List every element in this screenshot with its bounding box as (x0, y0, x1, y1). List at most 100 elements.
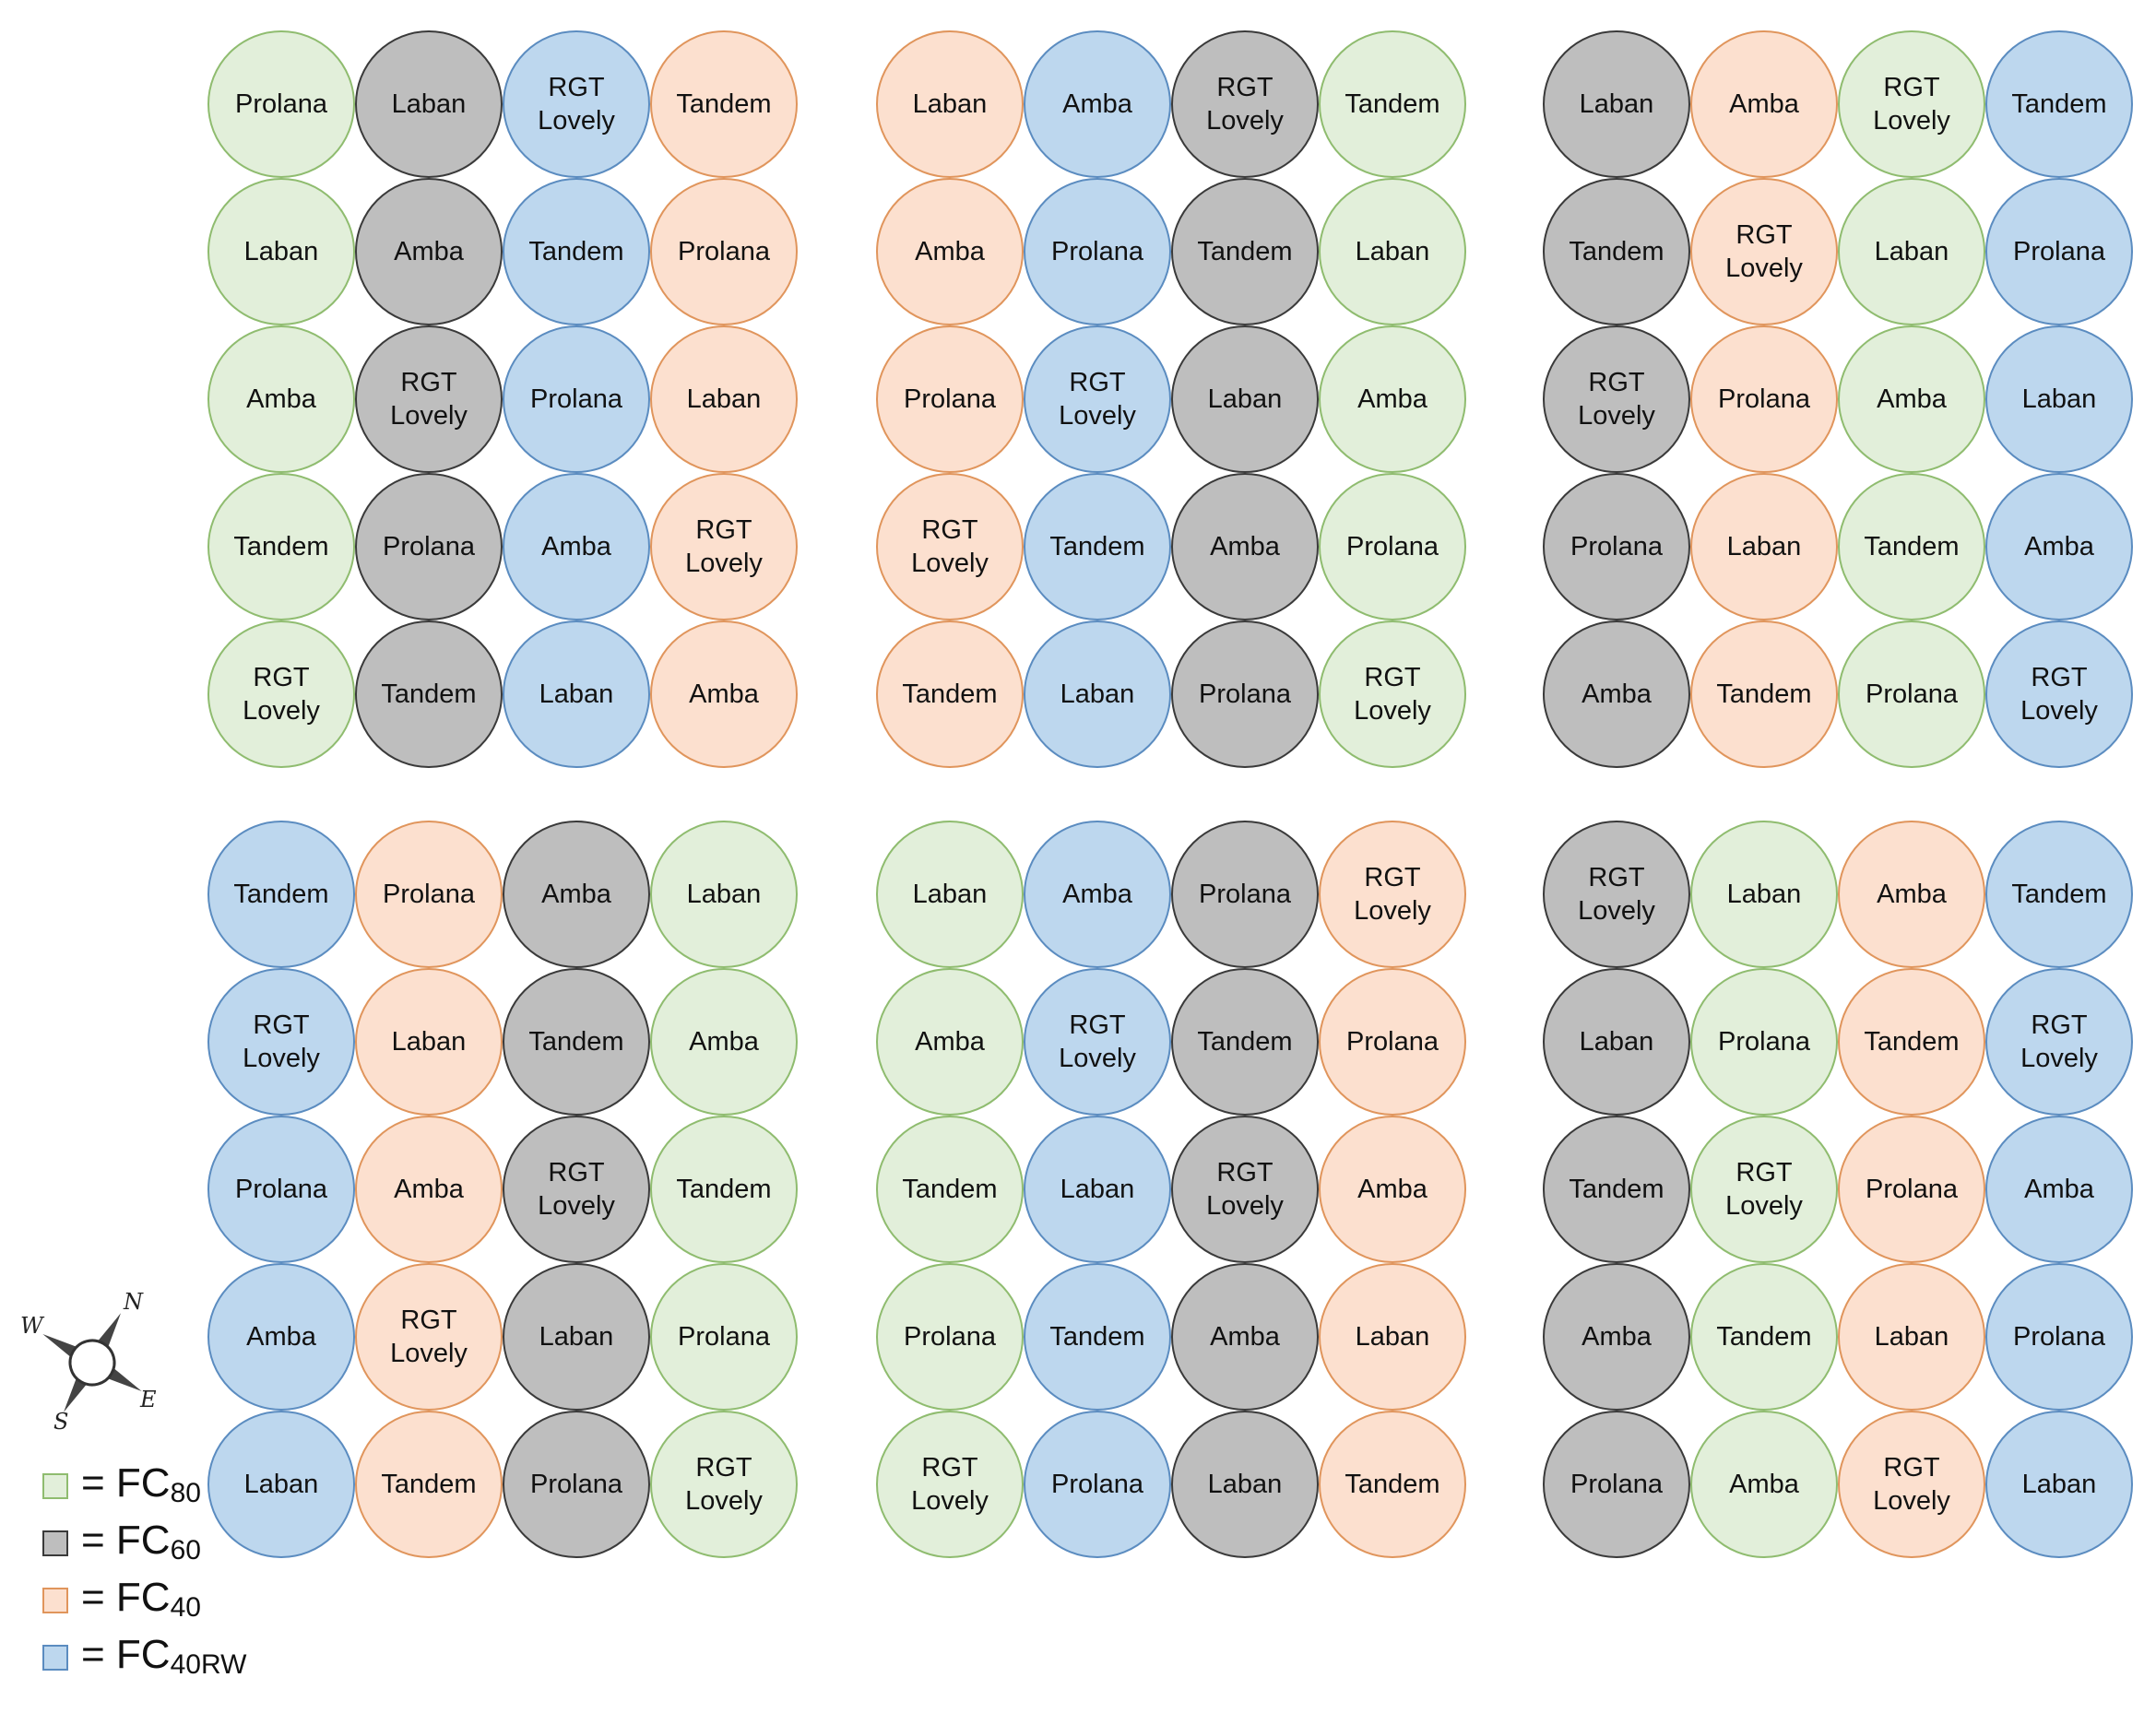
pot-circle: Laban (1838, 178, 1985, 325)
pot-circle: Tandem (1690, 620, 1838, 768)
cultivar-label: RGT Lovely (685, 1453, 763, 1516)
cultivar-label: Amba (1729, 1470, 1799, 1499)
cultivar-label: Laban (1726, 532, 1802, 561)
cultivar-label: Tandem (902, 1175, 998, 1204)
legend-label: = FC (81, 1575, 171, 1620)
cultivar-label: Amba (1581, 1322, 1652, 1352)
pot-circle: Amba (1543, 620, 1690, 768)
cultivar-label: Amba (915, 1027, 985, 1057)
pot-circle: Amba (1690, 1411, 1838, 1558)
pot-circle: Amba (503, 821, 650, 968)
pot-circle: Tandem (1838, 473, 1985, 620)
pot-circle: RGT Lovely (207, 620, 355, 768)
pot-circle: Prolana (1985, 178, 2133, 325)
pot-circle: Amba (1985, 473, 2133, 620)
pot-circle: Tandem (650, 1116, 798, 1263)
pot-circle: Laban (1838, 1263, 1985, 1411)
legend-subscript: 60 (170, 1535, 201, 1565)
cultivar-label: Tandem (1197, 237, 1293, 266)
cultivar-label: Prolana (678, 237, 770, 266)
pot-circle: Laban (503, 1263, 650, 1411)
cultivar-label: RGT Lovely (685, 515, 763, 578)
cultivar-label: Prolana (1718, 1027, 1810, 1057)
legend-label: = FC (81, 1632, 171, 1677)
cultivar-label: Amba (1581, 679, 1652, 709)
pot-circle: RGT Lovely (355, 325, 503, 473)
pot-circle: Prolana (876, 325, 1024, 473)
cultivar-label: Amba (2024, 532, 2094, 561)
pot-circle: Amba (1319, 1116, 1466, 1263)
pot-circle: Laban (1319, 178, 1466, 325)
cultivar-label: Laban (686, 384, 762, 414)
compass-center (68, 1339, 116, 1387)
cultivar-label: Prolana (1199, 679, 1291, 709)
pot-circle: Laban (207, 1411, 355, 1558)
pot-circle: RGT Lovely (1543, 325, 1690, 473)
cultivar-label: RGT Lovely (1725, 1158, 1803, 1221)
pot-circle: Amba (355, 178, 503, 325)
cultivar-label: Tandem (1049, 532, 1145, 561)
pot-circle: Amba (1319, 325, 1466, 473)
pot-circle: RGT Lovely (1838, 30, 1985, 178)
cultivar-label: Amba (689, 1027, 759, 1057)
compass-label-s: S (53, 1409, 68, 1435)
cultivar-label: RGT Lovely (390, 368, 468, 431)
cultivar-label: Tandem (1345, 1470, 1440, 1499)
cultivar-label: Prolana (1866, 679, 1958, 709)
legend-swatch (42, 1645, 68, 1671)
legend-subscript: 40 (170, 1592, 201, 1623)
pot-circle: Laban (355, 30, 503, 178)
compass-label-n: N (123, 1289, 144, 1315)
pot-circle: RGT Lovely (355, 1263, 503, 1411)
cultivar-label: Laban (1874, 237, 1949, 266)
cultivar-label: Amba (1357, 1175, 1427, 1204)
pot-circle: Tandem (1690, 1263, 1838, 1411)
pot-circle: Laban (355, 968, 503, 1116)
pot-circle: RGT Lovely (1319, 821, 1466, 968)
pot-circle: Laban (1985, 325, 2133, 473)
pot-circle: Tandem (1171, 178, 1319, 325)
pot-circle: Laban (1690, 473, 1838, 620)
cultivar-label: Tandem (2011, 880, 2107, 909)
pot-circle: Laban (1319, 1263, 1466, 1411)
pot-circle: Amba (650, 968, 798, 1116)
cultivar-label: Prolana (2013, 237, 2105, 266)
pot-circle: Tandem (503, 178, 650, 325)
compass-label-e: E (139, 1387, 157, 1412)
cultivar-label: Amba (394, 237, 464, 266)
pot-circle: Laban (1543, 968, 1690, 1116)
pot-circle: RGT Lovely (1985, 968, 2133, 1116)
pot-circle: Amba (1838, 325, 1985, 473)
cultivar-label: RGT Lovely (1354, 863, 1431, 926)
pot-circle: Tandem (1838, 968, 1985, 1116)
cultivar-label: Amba (915, 237, 985, 266)
cultivar-label: Tandem (528, 1027, 624, 1057)
cultivar-label: Amba (1210, 532, 1280, 561)
pot-circle: Tandem (355, 1411, 503, 1558)
pot-circle: RGT Lovely (1171, 1116, 1319, 1263)
cultivar-label: Amba (541, 880, 611, 909)
pot-circle: Tandem (1985, 30, 2133, 178)
legend-subscript: 80 (170, 1478, 201, 1508)
pot-circle: Tandem (876, 1116, 1024, 1263)
cultivar-label: Prolana (1718, 384, 1810, 414)
cultivar-label: RGT Lovely (1578, 368, 1655, 431)
pot-circle: Tandem (1319, 1411, 1466, 1558)
cultivar-label: Prolana (1570, 1470, 1663, 1499)
cultivar-label: Tandem (233, 532, 329, 561)
pot-circle: Amba (876, 968, 1024, 1116)
pot-circle: Prolana (1690, 325, 1838, 473)
cultivar-label: Prolana (383, 532, 475, 561)
cultivar-label: Tandem (1569, 237, 1664, 266)
cultivar-label: Prolana (1199, 880, 1291, 909)
pot-circle: Laban (1690, 821, 1838, 968)
cultivar-label: Amba (394, 1175, 464, 1204)
pot-circle: RGT Lovely (1690, 1116, 1838, 1263)
pot-circle: Amba (1024, 30, 1171, 178)
cultivar-label: Tandem (381, 1470, 477, 1499)
legend-label: = FC (81, 1460, 171, 1506)
pot-circle: Prolana (355, 473, 503, 620)
pot-circle: RGT Lovely (1690, 178, 1838, 325)
pot-circle: Amba (1838, 821, 1985, 968)
